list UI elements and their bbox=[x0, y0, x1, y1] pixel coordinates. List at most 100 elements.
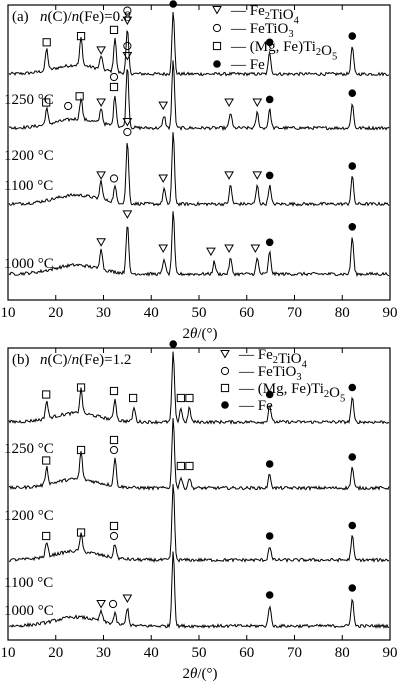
triangle-marker bbox=[252, 98, 263, 108]
triangle-marker bbox=[158, 244, 169, 254]
x-tick-label: 20 bbox=[48, 305, 63, 321]
peak-marker-triangle bbox=[122, 594, 133, 604]
peak-marker-triangle bbox=[224, 244, 234, 254]
peak-marker-triangle bbox=[96, 171, 106, 180]
x-tick-label: 60 bbox=[239, 305, 254, 321]
peak-marker-dot bbox=[348, 453, 357, 461]
peak-marker-square bbox=[109, 521, 119, 531]
peak-marker-square bbox=[176, 393, 185, 403]
square-marker bbox=[129, 393, 138, 403]
peak-marker-triangle bbox=[96, 46, 106, 55]
peak-marker-square bbox=[75, 92, 84, 101]
dot-marker bbox=[348, 162, 357, 170]
triangle-marker bbox=[250, 244, 261, 254]
dot-marker bbox=[265, 238, 274, 247]
peak-marker-square bbox=[109, 82, 119, 92]
x-tick-label: 80 bbox=[335, 305, 350, 321]
x-tick-label: 10 bbox=[1, 645, 16, 661]
circle-marker bbox=[109, 72, 119, 82]
peak-marker-circle bbox=[109, 531, 119, 541]
peak-marker-triangle bbox=[158, 174, 169, 184]
peak-marker-square bbox=[42, 38, 51, 47]
square-marker bbox=[176, 393, 185, 403]
dot-marker bbox=[265, 390, 274, 399]
triangle-marker bbox=[96, 600, 106, 609]
x-tick-label: 20 bbox=[48, 645, 63, 661]
x-tick-label: 70 bbox=[287, 305, 302, 321]
legend-label: — FeTiO3 bbox=[230, 21, 294, 40]
peak-marker-square bbox=[42, 531, 51, 541]
dot-marker bbox=[265, 532, 274, 540]
peak-marker-square bbox=[42, 390, 51, 399]
temperature-label: 1100 °C bbox=[4, 178, 53, 194]
panel-label: (b) bbox=[12, 352, 30, 368]
legend-label: — (Mg, Fe)Ti2O5 bbox=[238, 381, 345, 404]
peak-marker-dot bbox=[265, 460, 274, 468]
panel-label: (a) bbox=[12, 9, 29, 25]
triangle-marker bbox=[158, 174, 169, 184]
circle-marker bbox=[123, 6, 132, 15]
x-tick-label: 70 bbox=[287, 645, 302, 661]
peak-marker-circle bbox=[123, 6, 132, 15]
x-tick-label: 80 bbox=[335, 645, 350, 661]
square-marker bbox=[76, 528, 86, 537]
peak-marker-square bbox=[76, 383, 86, 392]
peak-marker-dot bbox=[169, 340, 178, 348]
temperature-label: 1250 °C bbox=[4, 92, 54, 108]
dot-marker bbox=[348, 223, 357, 231]
peak-marker-dot bbox=[265, 238, 274, 247]
circle-marker bbox=[108, 599, 118, 609]
square-marker bbox=[109, 82, 119, 92]
circle-marker bbox=[64, 101, 73, 111]
legend-label: — Fe bbox=[238, 398, 273, 414]
triangle-marker bbox=[206, 247, 216, 257]
square-marker bbox=[42, 531, 51, 541]
peak-marker-square bbox=[185, 461, 194, 471]
peak-marker-triangle bbox=[250, 244, 261, 254]
peak-marker-dot bbox=[265, 390, 274, 399]
dot-marker bbox=[169, 340, 178, 348]
circle-marker bbox=[123, 127, 132, 137]
peak-marker-dot bbox=[348, 584, 357, 592]
triangle-marker bbox=[122, 16, 133, 26]
peak-marker-triangle bbox=[96, 238, 106, 247]
circle-marker bbox=[123, 41, 132, 51]
square-marker bbox=[42, 456, 51, 465]
dot-marker bbox=[348, 584, 357, 592]
triangle-marker bbox=[212, 6, 222, 15]
xrd-trace bbox=[8, 351, 390, 425]
peak-marker-triangle bbox=[252, 98, 263, 108]
peak-marker-triangle bbox=[122, 52, 133, 61]
dot-marker bbox=[348, 453, 357, 461]
x-tick-label: 50 bbox=[192, 645, 207, 661]
circle-marker bbox=[220, 366, 230, 376]
square-marker bbox=[42, 98, 51, 107]
legend-label: — Fe bbox=[230, 57, 265, 73]
dot-marker bbox=[265, 95, 274, 104]
peak-marker-triangle bbox=[96, 98, 106, 108]
peak-marker-triangle bbox=[158, 101, 169, 111]
dot-marker bbox=[348, 32, 357, 40]
square-marker bbox=[109, 25, 119, 34]
dot-marker bbox=[265, 591, 274, 599]
peak-marker-dot bbox=[348, 223, 357, 231]
triangle-marker bbox=[224, 244, 234, 254]
x-tick-label: 10 bbox=[1, 305, 16, 321]
peak-marker-triangle bbox=[224, 98, 234, 108]
peak-marker-triangle bbox=[252, 171, 263, 180]
peak-marker-square bbox=[76, 32, 86, 41]
triangle-marker bbox=[220, 350, 230, 359]
peak-marker-square bbox=[42, 456, 51, 465]
triangle-marker bbox=[96, 238, 106, 247]
square-marker bbox=[75, 92, 84, 101]
triangle-marker bbox=[224, 98, 234, 108]
square-marker bbox=[76, 32, 86, 41]
peak-marker-circle bbox=[109, 445, 119, 455]
legend-label: — Fe2TiO4 bbox=[238, 347, 308, 370]
triangle-marker bbox=[224, 171, 234, 180]
legend-marker bbox=[212, 23, 222, 33]
xrd-panel-b: 10 20 30 40 50 60 70 80 90 2θ/(°) (b) n(C)/n(Fe)=1.… bbox=[1, 340, 398, 682]
triangle-marker bbox=[122, 118, 133, 127]
square-marker bbox=[109, 521, 119, 531]
dot-marker bbox=[348, 89, 357, 97]
